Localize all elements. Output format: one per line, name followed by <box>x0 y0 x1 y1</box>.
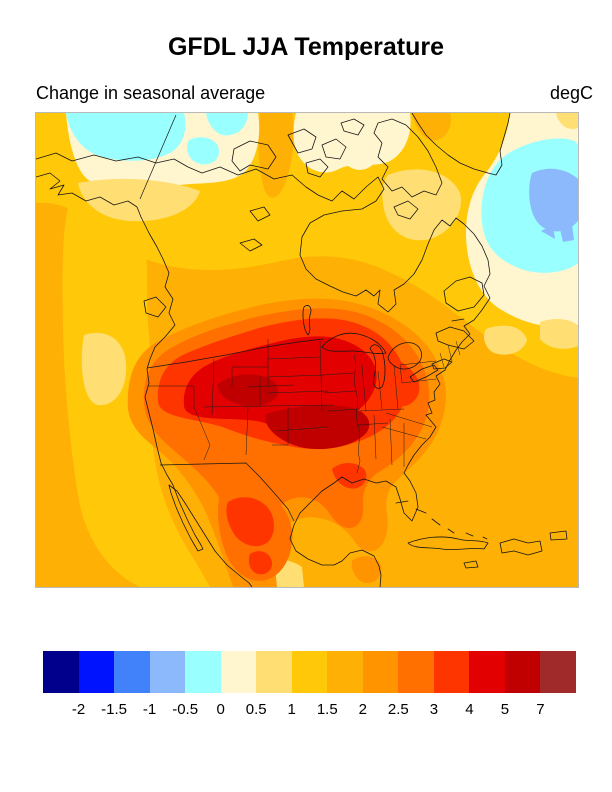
colorbar-swatch <box>362 651 399 693</box>
contour-map <box>36 113 578 587</box>
map-plot <box>35 112 579 588</box>
colorbar-tick-label: -2 <box>71 701 86 718</box>
vancouver-island <box>143 296 167 318</box>
colorbar-swatch <box>504 651 541 693</box>
arctic-atlantic-coastline <box>36 152 491 587</box>
colorbar-swatch <box>433 651 470 693</box>
figure-subtitle: Change in seasonal average <box>36 83 266 103</box>
colorbar-tick-label: 5 <box>500 701 510 718</box>
colorbar-tick-label: 4 <box>465 701 474 718</box>
colorbar-swatch <box>398 651 434 693</box>
alaska-yukon-border <box>139 114 177 200</box>
colorbar-swatch <box>220 651 257 693</box>
colorbar-tick-label: -1.5 <box>101 701 127 718</box>
colorbar-tick-label: 0 <box>216 701 225 718</box>
colorbar-tick-label: -0.5 <box>172 701 199 718</box>
colorbar-swatch <box>291 651 328 693</box>
colorbar-tick-label: 0.5 <box>245 701 267 718</box>
colorbar-swatch <box>114 651 150 693</box>
colorbar-tick-label: -1 <box>142 701 157 718</box>
state-borders <box>148 339 461 474</box>
greenland-coastline <box>411 113 511 176</box>
baffin-island <box>373 118 443 198</box>
great-lakes <box>321 332 453 389</box>
caribbean-islands <box>395 500 568 569</box>
colorbar-swatch <box>256 651 292 693</box>
figure-title: GFDL JJA Temperature <box>167 33 444 61</box>
colorbar-swatch <box>149 651 186 693</box>
units-label: degC <box>549 83 593 103</box>
colorbar-swatch <box>185 651 221 693</box>
colorbar-tick-label: 1.5 <box>316 701 338 718</box>
us-mexico-border <box>159 462 295 522</box>
colorbar-tick-labels: -2 -1.5 -1 -0.5 0 0.5 1 1.5 2 2.5 3 4 5 7 <box>43 701 576 721</box>
colorbar-swatch <box>469 651 505 693</box>
figure-subtitle-row: Change in seasonal average degC <box>36 83 593 104</box>
arctic-islands <box>231 118 419 220</box>
us-canada-border <box>146 338 324 369</box>
colorbar-swatch <box>327 651 363 693</box>
colorbar-tick-label: 1 <box>287 701 296 718</box>
nova-scotia <box>435 318 475 350</box>
colorbar-tick-label: 2.5 <box>387 701 409 718</box>
colorbar-swatch <box>43 651 79 693</box>
colorbar-tick-label: 3 <box>429 701 439 718</box>
colorbar-swatch <box>78 651 115 693</box>
colorbar-swatch <box>540 651 576 693</box>
colorbar-tick-label: 7 <box>536 701 545 718</box>
colorbar <box>43 651 576 693</box>
canadian-lakes <box>239 206 312 336</box>
colorbar-tick-label: 2 <box>358 701 367 718</box>
pacific-coastline <box>36 172 253 587</box>
newfoundland <box>443 276 485 312</box>
